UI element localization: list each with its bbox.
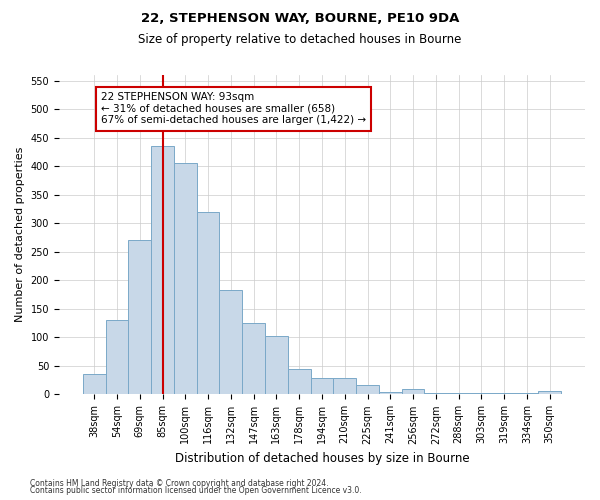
Bar	[379, 392, 401, 394]
Bar	[128, 240, 151, 394]
Bar	[356, 386, 379, 394]
Bar	[515, 392, 538, 394]
Text: 22, STEPHENSON WAY, BOURNE, PE10 9DA: 22, STEPHENSON WAY, BOURNE, PE10 9DA	[141, 12, 459, 26]
Text: Size of property relative to detached houses in Bourne: Size of property relative to detached ho…	[139, 32, 461, 46]
Bar	[242, 323, 265, 394]
Text: Contains public sector information licensed under the Open Government Licence v3: Contains public sector information licen…	[30, 486, 362, 495]
Bar	[401, 390, 424, 394]
X-axis label: Distribution of detached houses by size in Bourne: Distribution of detached houses by size …	[175, 452, 469, 465]
Bar	[265, 336, 288, 394]
Text: Contains HM Land Registry data © Crown copyright and database right 2024.: Contains HM Land Registry data © Crown c…	[30, 478, 329, 488]
Bar	[424, 392, 447, 394]
Bar	[174, 164, 197, 394]
Bar	[197, 212, 220, 394]
Bar	[470, 392, 493, 394]
Text: 22 STEPHENSON WAY: 93sqm
← 31% of detached houses are smaller (658)
67% of semi-: 22 STEPHENSON WAY: 93sqm ← 31% of detach…	[101, 92, 366, 126]
Bar	[311, 378, 334, 394]
Bar	[538, 391, 561, 394]
Bar	[288, 370, 311, 394]
Bar	[106, 320, 128, 394]
Bar	[493, 392, 515, 394]
Bar	[83, 374, 106, 394]
Bar	[151, 146, 174, 394]
Y-axis label: Number of detached properties: Number of detached properties	[15, 147, 25, 322]
Bar	[447, 392, 470, 394]
Bar	[334, 378, 356, 394]
Bar	[220, 290, 242, 395]
